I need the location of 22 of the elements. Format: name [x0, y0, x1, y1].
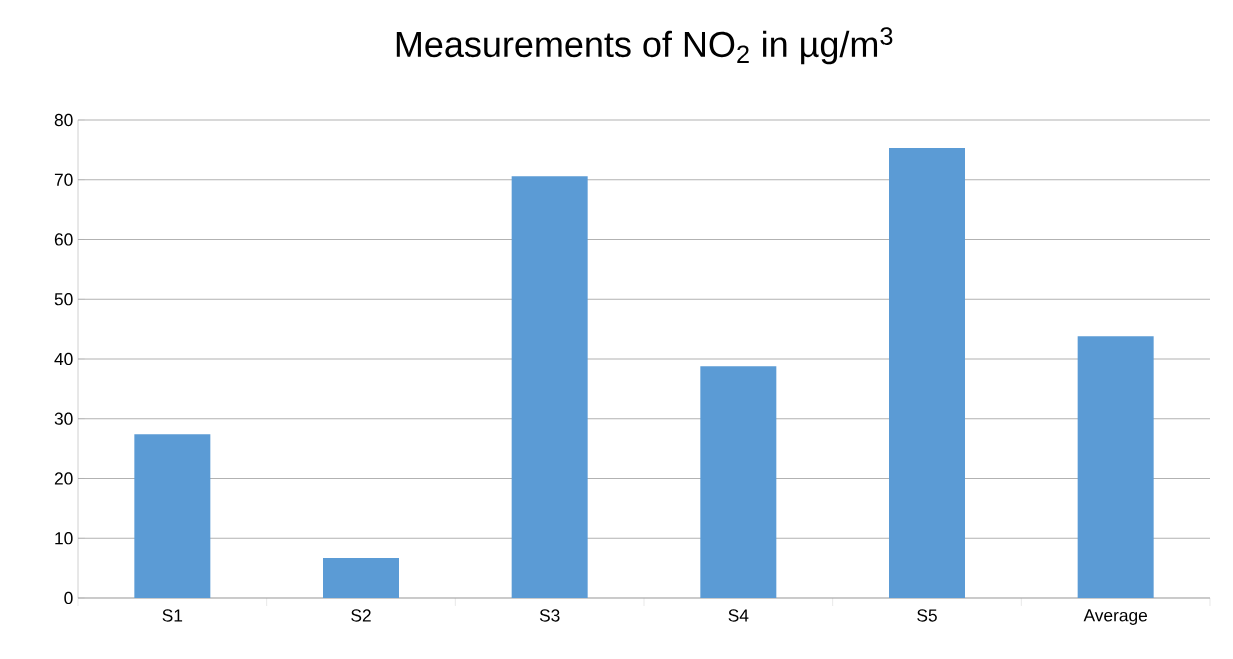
y-tick-label: 40 — [54, 352, 73, 366]
x-tick-label: Average — [1083, 609, 1148, 625]
y-tick-label: 30 — [54, 412, 73, 425]
bar — [700, 366, 777, 598]
y-tick-label: 70 — [54, 173, 73, 186]
x-tick-label: S4 — [728, 609, 749, 622]
y-tick-label: 50 — [54, 293, 73, 306]
x-tick-label: S3 — [539, 609, 560, 622]
x-tick-label: S5 — [917, 609, 937, 622]
y-tick-label: 20 — [54, 472, 73, 485]
y-tick-label: 60 — [54, 233, 73, 246]
x-tick-label: S2 — [351, 609, 371, 622]
y-tick-label: 80 — [54, 113, 73, 127]
x-tick-label: S1 — [162, 609, 183, 622]
y-tick-label: 10 — [55, 532, 73, 545]
y-tick-label: 0 — [64, 591, 73, 605]
bar — [323, 557, 399, 598]
bar — [889, 148, 965, 598]
bar — [511, 176, 588, 598]
bar — [1077, 336, 1154, 598]
chart-title: Measurements of NO$_{2}$ in µg/m$^{3}$ — [396, 27, 893, 65]
bar — [134, 434, 211, 598]
